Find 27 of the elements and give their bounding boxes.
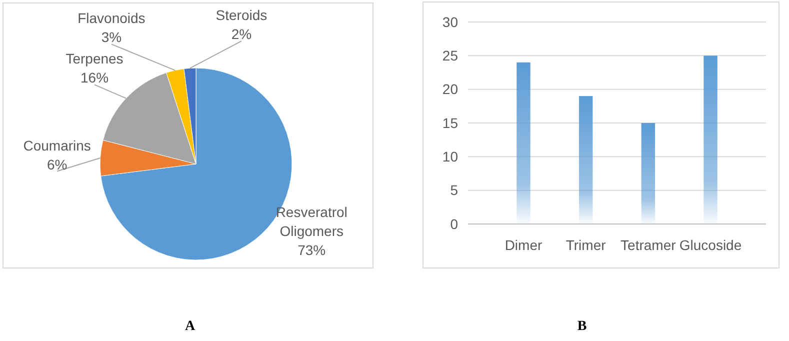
y-tick-label: 15: [442, 114, 458, 131]
y-tick-label: 10: [442, 148, 458, 165]
slice-label: Resveratrol Oligomers: [276, 204, 348, 240]
bar: [704, 56, 718, 224]
data-label: 2%: [231, 26, 252, 42]
x-tick-label: Tetramer: [620, 237, 676, 253]
text: A: [184, 319, 196, 334]
slice-label: Flavonoids: [78, 10, 146, 26]
bar: [641, 123, 656, 224]
y-tick-label: 5: [450, 182, 458, 198]
data-label: 16%: [80, 70, 109, 86]
text: B: [577, 319, 587, 334]
x-tick-label: Glucoside: [679, 237, 742, 253]
y-tick-label: 0: [450, 216, 458, 232]
y-tick-label: 20: [442, 81, 458, 98]
slice-label: Terpenes: [66, 50, 124, 67]
bar: [516, 62, 530, 224]
bar: [578, 96, 593, 224]
x-tick-label: Trimer: [566, 237, 606, 253]
data-label: 3%: [101, 29, 122, 46]
y-tick-label: 30: [442, 14, 458, 30]
slice-label: Steroids: [216, 7, 268, 24]
data-label: 6%: [46, 156, 68, 172]
data-label: 73%: [298, 242, 326, 258]
slice-label: Coumarins: [23, 137, 91, 154]
y-tick-label: 25: [442, 48, 458, 64]
x-tick-label: Dimer: [504, 237, 542, 253]
